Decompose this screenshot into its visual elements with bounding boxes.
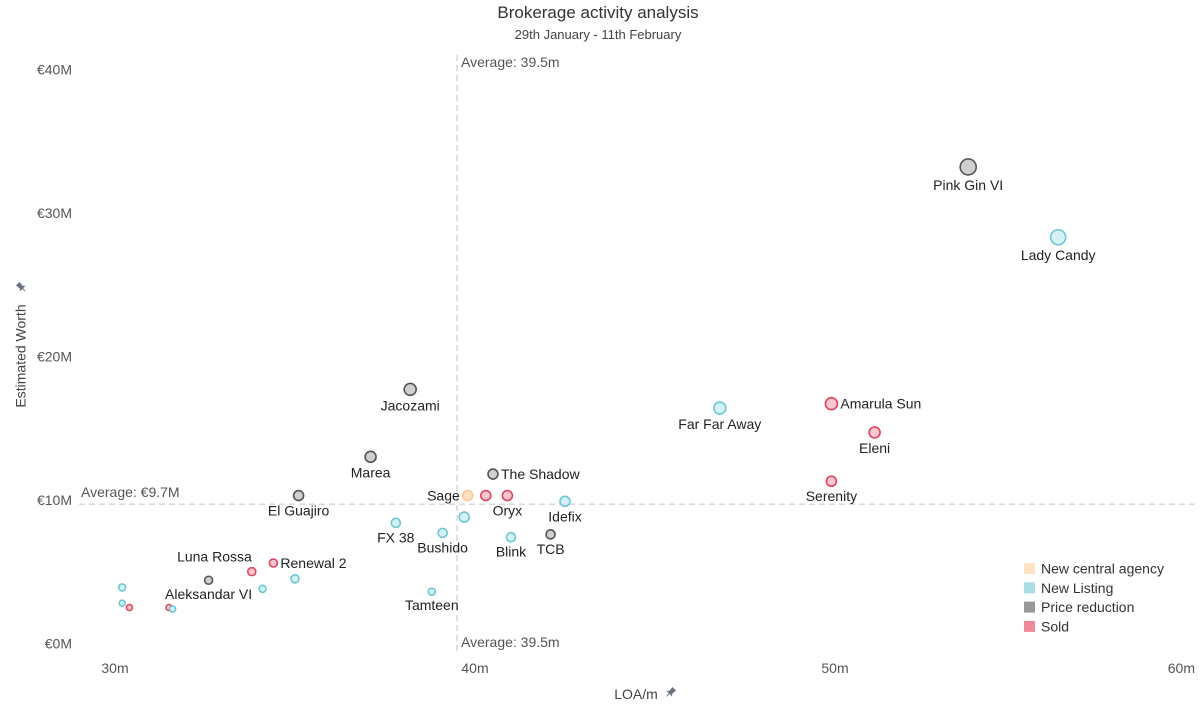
data-label: Jacozami	[381, 397, 440, 413]
average-lines: Average: 39.5m Average: 39.5m Average: €9.…	[79, 54, 1195, 652]
y-axis-label: Estimated Worth	[13, 304, 29, 407]
data-label: Pink Gin VI	[933, 177, 1003, 193]
y-tick-label: €40M	[37, 61, 72, 77]
data-point	[117, 583, 127, 592]
data-label: The Shadow	[501, 466, 580, 482]
legend-label: New Listing	[1041, 580, 1113, 596]
data-label: Serenity	[806, 488, 857, 504]
legend-swatch	[1024, 563, 1035, 574]
data-point	[437, 527, 448, 539]
average-x-label-bottom: Average: 39.5m	[461, 634, 560, 650]
chart-subtitle: 29th January - 11th February	[515, 27, 682, 42]
data-label: Aleksandar VI	[165, 586, 252, 602]
data-label: Lady Candy	[1021, 247, 1096, 263]
data-point	[268, 558, 279, 568]
x-axis-label-group: LOA/m	[614, 686, 677, 702]
data-label: Luna Rossa	[177, 549, 252, 565]
data-point	[479, 489, 492, 502]
data-point	[501, 489, 514, 502]
data-label: El Guajiro	[268, 503, 330, 519]
data-point	[868, 426, 881, 439]
x-tick-label: 50m	[821, 660, 848, 676]
data-point	[168, 605, 177, 613]
data-point	[118, 599, 126, 608]
legend-swatch	[1024, 601, 1035, 613]
data-labels: Pink Gin VI Lady Candy Amarula Sun Far Far …	[165, 177, 1096, 613]
x-tick-label: 30m	[101, 660, 128, 676]
data-point	[1049, 228, 1067, 246]
data-label: Blink	[496, 544, 527, 560]
data-point	[203, 575, 214, 586]
data-label: Amarula Sun	[840, 396, 921, 412]
data-point	[247, 566, 257, 577]
data-point	[825, 475, 838, 488]
pin-icon[interactable]	[664, 686, 677, 699]
data-label: Idefix	[548, 508, 581, 524]
data-point	[545, 529, 556, 540]
data-point	[427, 587, 437, 597]
chart-title: Brokerage activity analysis	[497, 3, 698, 22]
data-point	[290, 574, 300, 584]
data-point	[364, 450, 377, 464]
data-points	[117, 158, 1067, 613]
average-x-label-top: Average: 39.5m	[461, 54, 560, 70]
y-axis-label-group: Estimated Worth	[13, 281, 29, 408]
data-point	[824, 396, 839, 411]
data-label: FX 38	[377, 529, 415, 545]
data-label: Oryx	[493, 503, 523, 519]
data-point	[292, 489, 305, 502]
data-point	[505, 531, 517, 543]
data-point	[959, 158, 978, 176]
data-label: Bushido	[417, 539, 468, 555]
axis-ticks: 30m 40m 50m 60m €0M €10M €20M €30M €40M	[37, 61, 1195, 676]
pin-icon[interactable]	[15, 281, 28, 294]
data-label: TCB	[537, 541, 565, 557]
data-point	[712, 401, 727, 415]
data-point	[258, 584, 267, 594]
legend: New central agency New Listing Price reduc…	[1024, 561, 1164, 634]
data-point	[390, 517, 402, 529]
legend-label: Price reduction	[1041, 599, 1134, 615]
y-tick-label: €0M	[45, 635, 72, 651]
legend-label: Sold	[1041, 618, 1069, 634]
data-label: Tamteen	[405, 597, 459, 613]
average-y-label: Average: €9.7M	[81, 484, 180, 500]
legend-swatch	[1024, 620, 1035, 632]
legend-swatch	[1024, 582, 1035, 594]
data-label: Marea	[351, 464, 391, 480]
data-point	[559, 495, 571, 508]
legend-label: New central agency	[1041, 561, 1164, 577]
x-tick-label: 60m	[1168, 660, 1195, 676]
data-point	[125, 603, 134, 612]
x-axis-label: LOA/m	[614, 686, 658, 702]
data-label: Far Far Away	[678, 416, 761, 432]
data-label: Sage	[427, 488, 460, 504]
data-label: Renewal 2	[280, 555, 346, 571]
y-tick-label: €20M	[37, 348, 72, 364]
y-tick-label: €30M	[37, 205, 72, 221]
y-tick-label: €10M	[37, 492, 72, 508]
x-tick-label: 40m	[461, 660, 488, 676]
data-point	[487, 468, 499, 480]
data-point	[403, 382, 418, 397]
data-point	[461, 489, 474, 502]
data-point	[458, 511, 471, 523]
data-label: Eleni	[859, 440, 890, 456]
